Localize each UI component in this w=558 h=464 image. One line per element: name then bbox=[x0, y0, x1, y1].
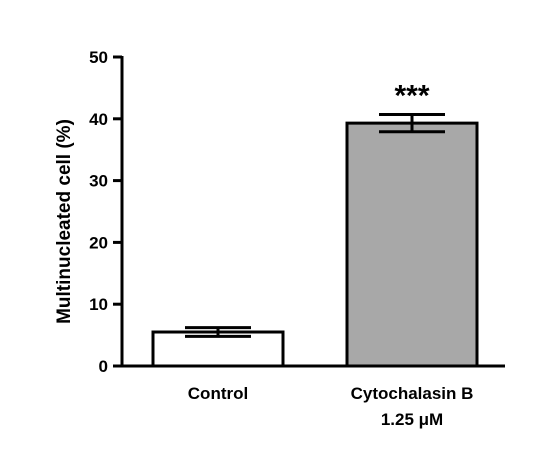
bar bbox=[345, 121, 479, 368]
x-category-label: Control bbox=[188, 384, 248, 403]
significance-annotation: *** bbox=[394, 79, 429, 112]
y-tick-label: 30 bbox=[89, 172, 108, 191]
y-axis-label: Multinucleated cell (%) bbox=[54, 119, 75, 324]
x-category-label: 1.25 μM bbox=[381, 410, 443, 429]
x-category-label: Cytochalasin B bbox=[351, 384, 474, 403]
y-tick-label: 20 bbox=[89, 233, 108, 252]
y-axis: 0 10 20 30 40 50 bbox=[89, 48, 124, 376]
y-tick-label: 10 bbox=[89, 295, 108, 314]
x-axis: Control Cytochalasin B 1.25 μM bbox=[120, 364, 505, 429]
y-tick-label: 50 bbox=[89, 48, 108, 67]
y-tick-label: 40 bbox=[89, 110, 108, 129]
y-tick-label: 0 bbox=[99, 357, 108, 376]
bars: *** bbox=[151, 79, 479, 368]
